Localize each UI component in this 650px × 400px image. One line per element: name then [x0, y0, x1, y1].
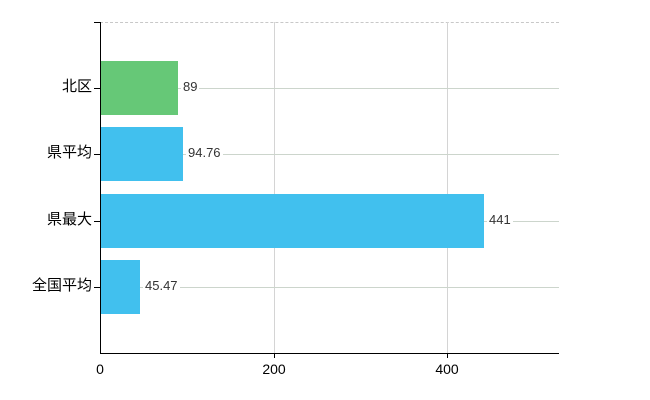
category-tick [94, 287, 100, 288]
category-tick [94, 154, 100, 155]
bar-value-label: 89 [181, 79, 200, 95]
bar-value-label: 94.76 [186, 145, 223, 161]
plot-top-border [100, 22, 559, 23]
bar [101, 61, 178, 115]
v-gridline [447, 22, 448, 353]
x-tick-label: 0 [96, 361, 104, 377]
category-label: 県平均 [46, 144, 92, 161]
category-label: 北区 [61, 78, 92, 95]
h-gridline [100, 88, 559, 89]
category-tick [94, 88, 100, 89]
x-tick-label: 200 [262, 361, 286, 377]
x-axis [100, 353, 559, 354]
category-tick [94, 221, 100, 222]
category-label: 県最大 [46, 211, 92, 228]
bar [101, 260, 140, 314]
h-gridline [100, 154, 559, 155]
x-tick [274, 353, 275, 358]
x-tick-label: 400 [435, 361, 459, 377]
bar-value-label: 441 [487, 212, 513, 228]
y-axis-top-tick [94, 22, 100, 23]
h-gridline [100, 287, 559, 288]
bar [101, 194, 484, 248]
y-axis [100, 22, 101, 354]
category-label: 全国平均 [31, 277, 92, 294]
bar-value-label: 45.47 [143, 278, 180, 294]
v-gridline [274, 22, 275, 353]
x-tick [447, 353, 448, 358]
bar [101, 127, 183, 181]
